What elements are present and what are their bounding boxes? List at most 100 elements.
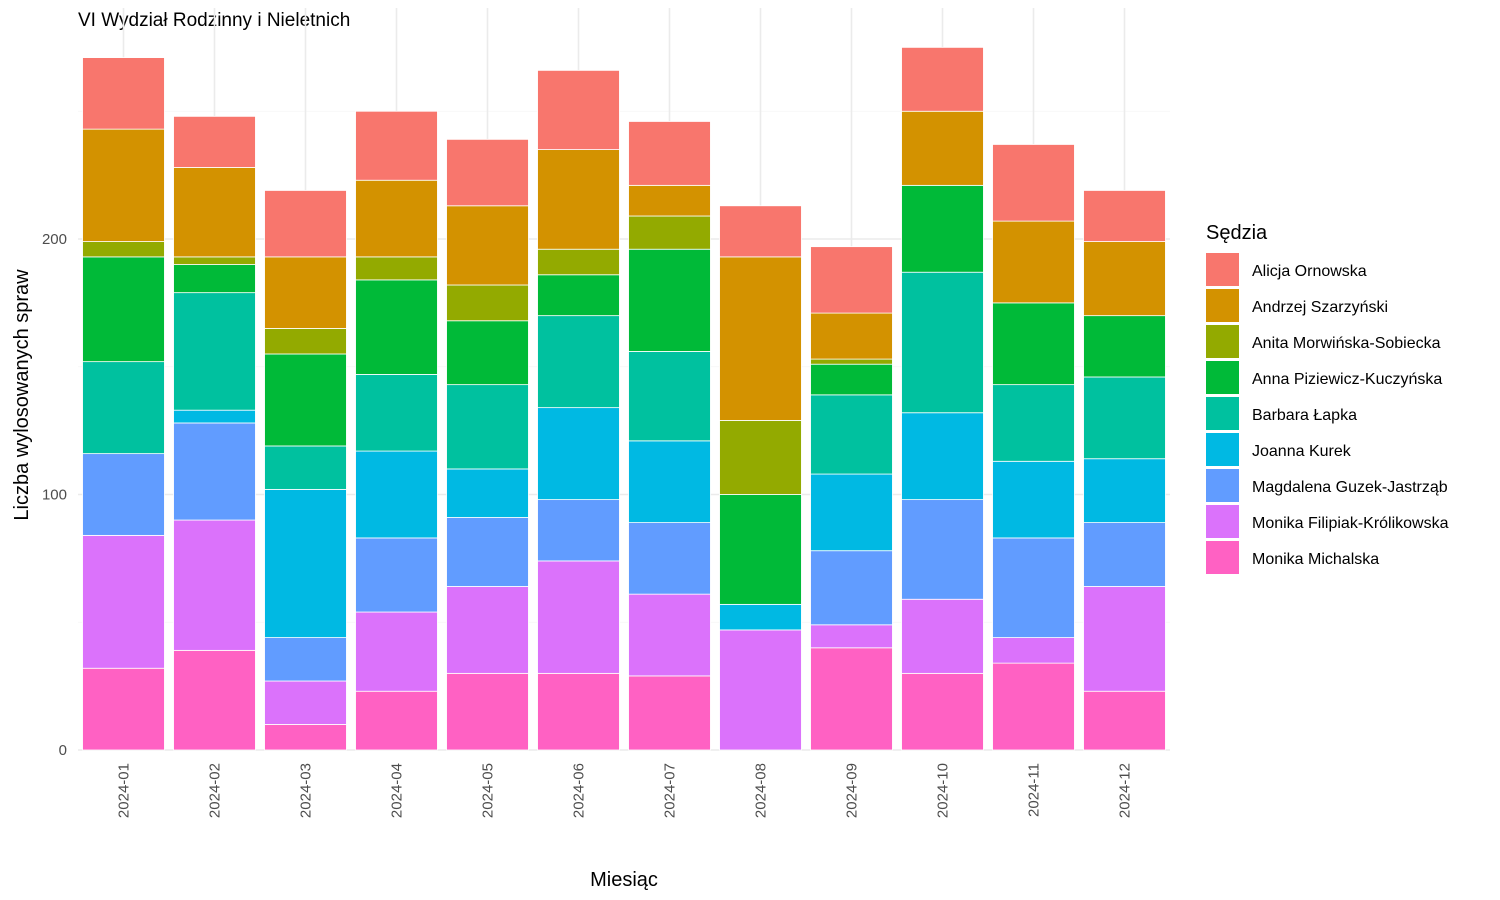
x-tick-label: 2024-01	[116, 763, 133, 818]
bar-segment	[82, 256, 165, 363]
bar-segment	[173, 422, 256, 521]
bar-segment	[173, 256, 256, 265]
bar-segment	[264, 724, 347, 751]
legend-label: Magdalena Guzek-Jastrząb	[1252, 479, 1448, 496]
legend-item: Monika Michalska	[1206, 541, 1379, 574]
legend-swatch	[1206, 433, 1239, 466]
bar-segment	[628, 351, 711, 442]
x-tick-label: 2024-04	[389, 763, 406, 818]
legend-swatch	[1206, 325, 1239, 358]
legend-label: Barbara Łapka	[1252, 407, 1357, 424]
bar-segment	[82, 534, 165, 669]
bar-segment	[264, 680, 347, 725]
legend-label: Andrzej Szarzyński	[1252, 299, 1388, 316]
bar-segment	[810, 647, 893, 751]
bar-segment	[992, 384, 1075, 462]
bar-segment	[355, 690, 438, 751]
bar-segment	[355, 179, 438, 258]
bar-segment	[1083, 522, 1166, 587]
bar-segment	[173, 409, 256, 424]
bar-segment	[901, 412, 984, 501]
bar-segment	[628, 248, 711, 352]
x-tick-label: 2024-09	[844, 763, 861, 818]
bar-segment	[537, 274, 620, 317]
x-tick-label: 2024-10	[935, 763, 952, 818]
bar-segment	[446, 284, 529, 322]
bar-stack-2024-05	[446, 138, 529, 751]
bar-segment	[82, 361, 165, 455]
bar-stack-2024-10	[901, 46, 984, 751]
bar-stack-2024-04	[355, 110, 438, 751]
legend-swatch	[1206, 469, 1239, 502]
legend-swatch	[1206, 289, 1239, 322]
bar-segment	[264, 637, 347, 682]
bar-segment	[992, 302, 1075, 386]
bar-segment	[82, 453, 165, 536]
legend-item: Barbara Łapka	[1206, 397, 1357, 430]
bar-segment	[355, 611, 438, 692]
y-axis-title: Liczba wylosowanych spraw	[11, 269, 33, 521]
bar-segment	[992, 144, 1075, 222]
bar-segment	[537, 69, 620, 150]
bar-segment	[719, 205, 802, 258]
bar-segment	[628, 593, 711, 677]
bar-segment	[810, 363, 893, 396]
x-axis-ticks: 2024-01 2024-02 2024-03 2024-04 2024-05 2024-…	[116, 763, 1134, 818]
bar-segment	[264, 256, 347, 329]
bar-segment	[264, 488, 347, 638]
legend-swatch	[1206, 397, 1239, 430]
legend-item: Joanna Kurek	[1206, 433, 1352, 466]
y-axis-ticks: 0 100 200	[42, 231, 67, 759]
bar-segment	[1083, 690, 1166, 751]
legend-label: Anita Morwińska-Sobiecka	[1252, 335, 1441, 352]
bar-segment	[810, 394, 893, 475]
bar-segment	[901, 672, 984, 751]
bar-segment	[355, 256, 438, 281]
bar-stack-2024-06	[537, 69, 620, 751]
bar-segment	[1083, 376, 1166, 460]
legend-item: Andrzej Szarzyński	[1206, 289, 1388, 322]
bar-segment	[992, 662, 1075, 751]
bar-segment	[82, 57, 165, 130]
bar-segment	[719, 256, 802, 421]
bar-segment	[537, 499, 620, 562]
bar-segment	[901, 271, 984, 414]
x-tick-label: 2024-07	[662, 763, 679, 818]
bar-stack-2024-09	[810, 246, 893, 751]
bar-segment	[355, 279, 438, 375]
bar-stack-2024-03	[264, 190, 347, 751]
legend-swatch	[1206, 541, 1239, 574]
legend-item: Magdalena Guzek-Jastrząb	[1206, 469, 1448, 502]
bar-stack-2024-01	[82, 57, 165, 751]
bar-segment	[173, 292, 256, 411]
bar-segment	[901, 184, 984, 273]
bar-segment	[537, 149, 620, 250]
legend: Sędzia Alicja Ornowska Andrzej Szarzyński…	[1206, 222, 1449, 574]
legend-label: Alicja Ornowska	[1252, 263, 1367, 280]
legend-title: Sędzia	[1206, 222, 1268, 244]
x-tick-label: 2024-02	[207, 763, 224, 818]
bar-segment	[628, 440, 711, 524]
bar-segment	[901, 110, 984, 186]
bar-segment	[992, 637, 1075, 664]
bar-segment	[82, 128, 165, 242]
bar-segment	[82, 241, 165, 258]
bar-segment	[628, 522, 711, 595]
legend-items: Alicja Ornowska Andrzej Szarzyński Anita M…	[1206, 253, 1449, 574]
bar-segment	[901, 598, 984, 674]
bar-segment	[810, 246, 893, 314]
bar-segment	[446, 138, 529, 207]
y-tick-label: 100	[42, 487, 67, 504]
bar-segment	[446, 320, 529, 386]
y-tick-label: 0	[59, 742, 67, 759]
bar-segment	[264, 328, 347, 355]
bar-segment	[173, 167, 256, 258]
legend-swatch	[1206, 505, 1239, 538]
bar-segment	[446, 205, 529, 286]
bar-segment	[446, 672, 529, 751]
bar-segment	[446, 468, 529, 518]
bar-segment	[264, 190, 347, 258]
bars	[82, 46, 1166, 751]
x-tick-label: 2024-06	[571, 763, 588, 818]
bar-segment	[82, 667, 165, 751]
